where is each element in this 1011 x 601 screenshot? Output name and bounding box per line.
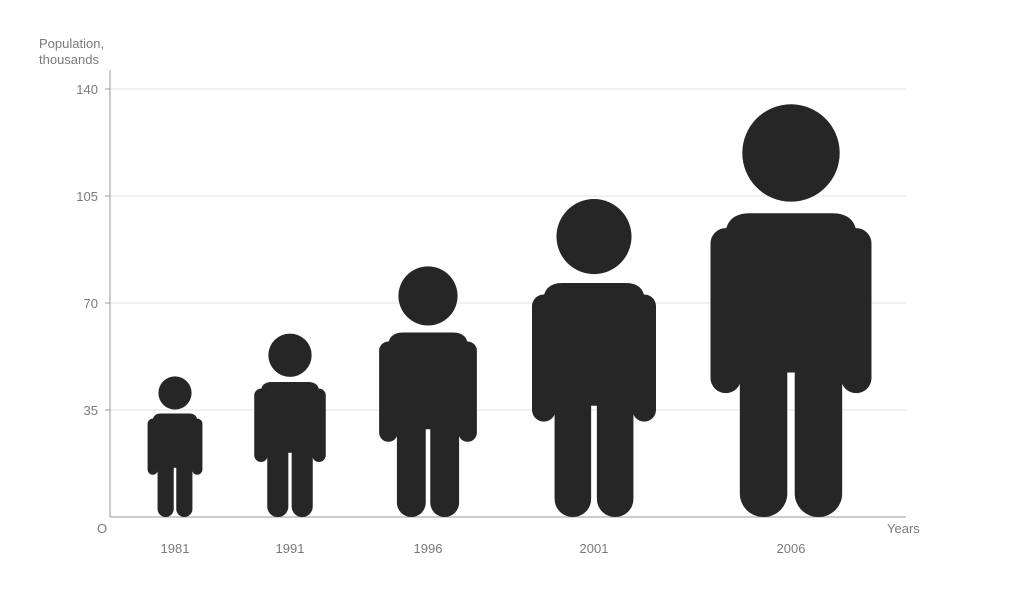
y-axis-label-line2: thousands	[39, 52, 99, 67]
figure-right-arm	[312, 388, 326, 462]
figure-right-arm	[632, 294, 656, 422]
figure-right-arm	[192, 418, 203, 475]
figure-right-leg	[430, 404, 460, 517]
figure-left-arm	[254, 388, 268, 462]
figure-head	[158, 376, 192, 410]
x-tick-label: 1991	[276, 541, 305, 556]
person-figure-1996	[379, 266, 477, 517]
figure-left-arm	[379, 341, 398, 442]
figure-right-leg	[596, 373, 634, 517]
x-tick-labels: 1981 1991 1996 2001 2006	[161, 541, 806, 556]
figure-left-leg	[267, 434, 289, 517]
figure-head	[556, 199, 632, 275]
origin-label: O	[97, 521, 107, 536]
figure-head	[742, 104, 840, 202]
person-figure-1981	[147, 376, 203, 517]
figure-right-arm	[840, 228, 872, 394]
figure-right-leg	[176, 453, 193, 517]
figure-right-arm	[458, 341, 477, 442]
person-figures	[147, 104, 872, 517]
figure-left-leg	[396, 404, 426, 517]
figure-left-leg	[739, 331, 788, 517]
figure-left-arm	[710, 228, 742, 394]
person-figure-2006	[710, 104, 872, 517]
x-tick-label: 2001	[580, 541, 609, 556]
axes	[109, 70, 906, 518]
y-tick-label: 140	[76, 82, 98, 97]
y-tick-label: 70	[84, 296, 98, 311]
x-tick-label: 2006	[777, 541, 806, 556]
y-tick-label: 35	[84, 403, 98, 418]
figure-left-leg	[157, 453, 174, 517]
figure-left-leg	[554, 373, 592, 517]
figure-right-leg	[794, 331, 843, 517]
person-figure-2001	[532, 199, 656, 517]
x-axis-label: Years	[887, 521, 920, 536]
x-tick-label: 1996	[414, 541, 443, 556]
person-figure-1991	[254, 333, 326, 517]
y-tick-label: 105	[76, 189, 98, 204]
figure-left-arm	[532, 294, 556, 422]
figure-head	[268, 333, 312, 377]
figure-right-leg	[291, 434, 313, 517]
figure-head	[398, 266, 458, 326]
y-axis-label-line1: Population,	[39, 36, 104, 51]
grid-lines	[105, 88, 906, 411]
x-tick-label: 1981	[161, 541, 190, 556]
y-tick-labels: 140 105 70 35	[76, 82, 98, 418]
figure-left-arm	[147, 418, 158, 475]
